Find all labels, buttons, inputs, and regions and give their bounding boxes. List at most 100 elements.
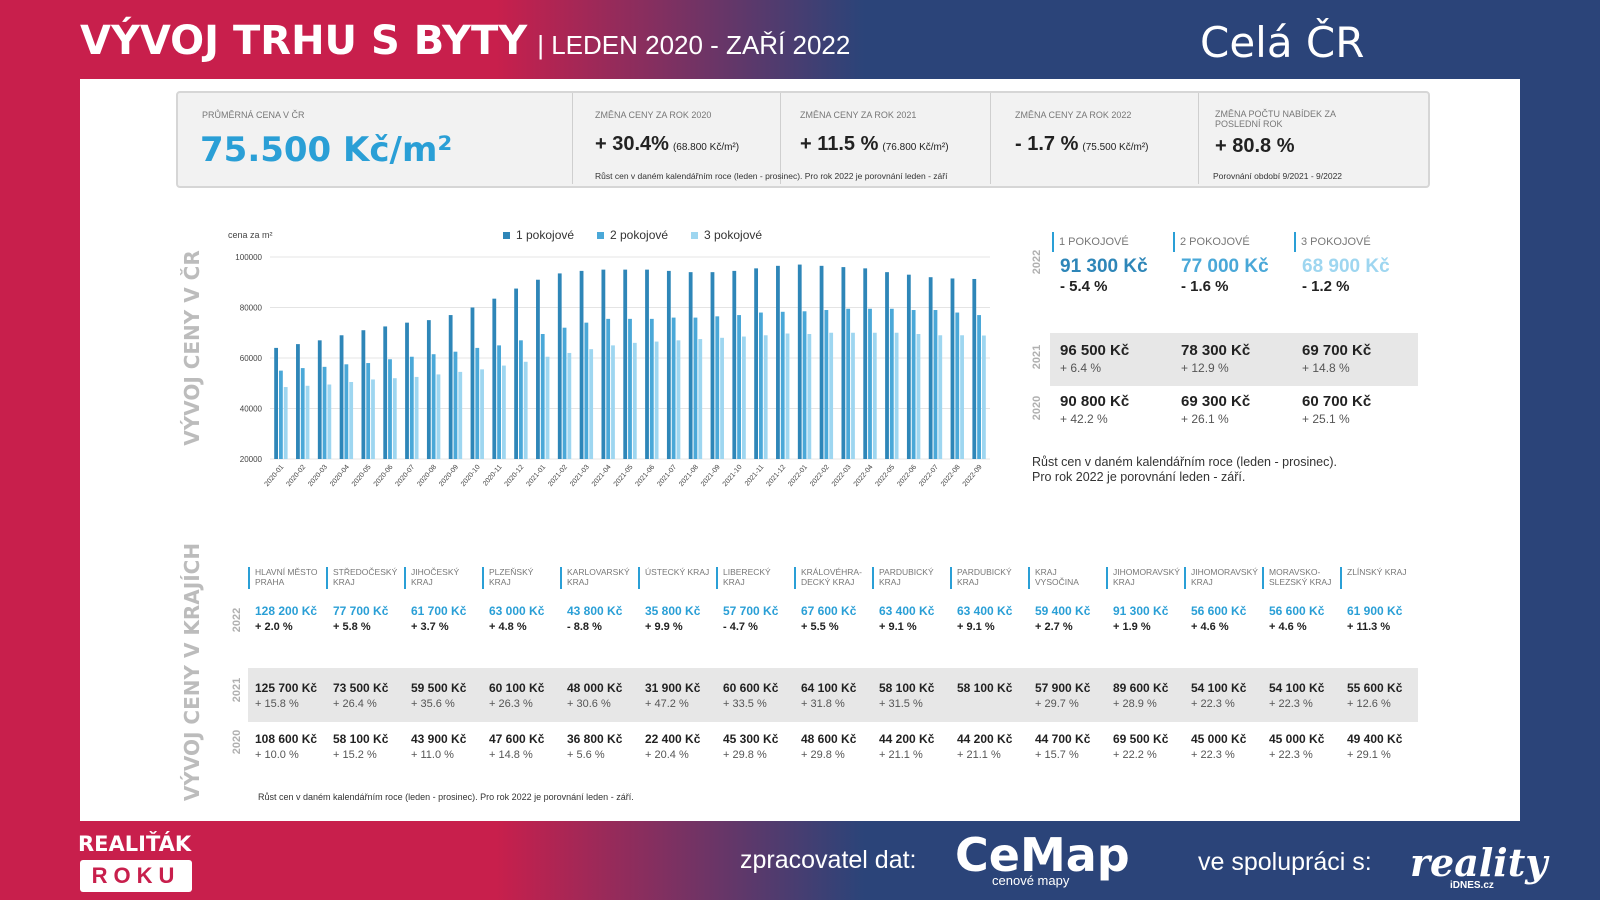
bar bbox=[885, 272, 889, 459]
bar bbox=[737, 315, 741, 459]
bar bbox=[780, 311, 785, 459]
price: 45 000 Kč bbox=[1269, 732, 1325, 746]
x-tick-label: 2020-11 bbox=[482, 464, 504, 488]
change: + 11.0 % bbox=[411, 749, 454, 761]
change: + 22.3 % bbox=[1191, 749, 1235, 761]
change: + 15.7 % bbox=[1035, 749, 1079, 761]
change: + 22.3 % bbox=[1191, 698, 1235, 710]
change: + 29.8 % bbox=[723, 749, 767, 761]
bar bbox=[950, 278, 955, 459]
section-label: VÝVOJ CENY V KRAJÍCH bbox=[180, 542, 204, 802]
bar bbox=[645, 269, 649, 459]
average-label: PRŮMĚRNÁ CENA V ČR bbox=[202, 110, 305, 120]
x-tick-label: 2020-06 bbox=[373, 464, 395, 488]
price: 69 300 Kč bbox=[1181, 393, 1251, 410]
bar bbox=[589, 349, 594, 459]
price: 48 600 Kč bbox=[801, 732, 857, 746]
bar bbox=[361, 330, 366, 459]
change: + 5.8 % bbox=[333, 621, 371, 633]
bar bbox=[274, 347, 279, 459]
x-tick-label: 2022-06 bbox=[896, 464, 918, 488]
x-tick-label: 2022-05 bbox=[874, 464, 896, 488]
chart: cena za m² 20000 40000 60000 80000 100000 1 p… bbox=[228, 228, 990, 488]
change-detail: (76.800 Kč/m²) bbox=[882, 142, 949, 153]
region-header: MORAVSKO-SLEZSKÝ KRAJ bbox=[1262, 567, 1335, 589]
bar bbox=[628, 318, 632, 459]
room-note: Růst cen v daném kalendářním roce (leden… bbox=[1032, 455, 1337, 485]
region-header: PARDUBICKÝ KRAJ bbox=[872, 567, 945, 589]
bar bbox=[405, 322, 409, 459]
region-header: JIHOMORAVSKÝ KRAJ bbox=[1106, 567, 1180, 589]
bar bbox=[906, 274, 911, 459]
bar bbox=[371, 379, 375, 459]
bar bbox=[676, 340, 681, 459]
note-line: Růst cen v daném kalendářním roce (leden… bbox=[1032, 455, 1338, 469]
x-tick-label: 2020-08 bbox=[416, 464, 438, 488]
change: + 26.4 % bbox=[333, 698, 377, 710]
year-label: 2022 bbox=[231, 607, 243, 633]
price: 45 000 Kč bbox=[1191, 732, 1247, 746]
bar bbox=[300, 368, 305, 459]
price: 73 500 Kč bbox=[333, 681, 389, 695]
bar bbox=[501, 365, 506, 459]
bar bbox=[632, 342, 637, 459]
x-tick-label: 2020-02 bbox=[285, 464, 307, 488]
price: 69 700 Kč bbox=[1302, 342, 1372, 359]
x-tick-label: 2022-09 bbox=[962, 464, 984, 488]
bar bbox=[611, 345, 615, 459]
bar bbox=[584, 322, 589, 459]
y-tick-label: 80000 bbox=[240, 304, 263, 313]
change-label: ZMĚNA CENY ZA ROK 2021 bbox=[800, 110, 917, 120]
bar bbox=[671, 317, 676, 459]
bar bbox=[317, 340, 322, 459]
y-tick-label: 40000 bbox=[240, 405, 263, 414]
change: + 30.6 % bbox=[567, 698, 611, 710]
partner-logo: reality bbox=[1410, 840, 1548, 885]
average-value: 75.500 Kč/m² bbox=[200, 130, 453, 170]
badge-top: REALIŤÁK bbox=[78, 832, 192, 856]
change: + 4.6 % bbox=[1191, 621, 1229, 633]
change: + 33.5 % bbox=[723, 698, 767, 710]
bar bbox=[894, 332, 899, 459]
x-tick-label: 2022-07 bbox=[918, 464, 940, 488]
price: 60 100 Kč bbox=[489, 681, 545, 695]
change: + 14.8 % bbox=[1302, 361, 1350, 375]
change: + 35.6 % bbox=[411, 698, 455, 710]
processor-label: zpracovatel dat: bbox=[740, 846, 917, 874]
bar bbox=[960, 335, 964, 459]
bar bbox=[776, 265, 780, 459]
region-header: KRÁLOVÉHRA-DECKÝ KRAJ bbox=[794, 567, 867, 589]
price: 63 400 Kč bbox=[879, 604, 935, 618]
price: 45 300 Kč bbox=[723, 732, 779, 746]
x-tick-label: 2020-07 bbox=[394, 464, 416, 488]
change-value: - 1.7 % (75.500 Kč/m²) bbox=[1015, 133, 1149, 155]
y-tick-label: 60000 bbox=[240, 354, 263, 363]
bar bbox=[698, 339, 703, 459]
x-tick-label: 2022-01 bbox=[787, 464, 809, 488]
region-header: ZLÍNSKÝ KRAJ bbox=[1340, 567, 1413, 589]
bar bbox=[601, 269, 606, 459]
bar bbox=[536, 279, 540, 459]
bar bbox=[649, 318, 654, 459]
price: 54 100 Kč bbox=[1269, 681, 1325, 695]
change: + 11.3 % bbox=[1347, 621, 1391, 633]
y-axis-title: cena za m² bbox=[228, 230, 273, 240]
bar bbox=[523, 361, 528, 459]
change: + 9.9 % bbox=[645, 621, 683, 633]
processor-logo: CeMap bbox=[955, 828, 1130, 882]
price: 91 300 Kč bbox=[1060, 256, 1148, 277]
change: + 2.0 % bbox=[255, 621, 293, 633]
change: + 29.1 % bbox=[1347, 749, 1391, 761]
legend-label: 2 pokojové bbox=[610, 228, 668, 242]
bar bbox=[448, 315, 453, 459]
bar bbox=[305, 385, 310, 459]
price: 22 400 Kč bbox=[645, 732, 701, 746]
year-label: 2021 bbox=[231, 677, 243, 703]
bar bbox=[797, 264, 802, 459]
price: 48 000 Kč bbox=[567, 681, 623, 695]
change: + 12.9 % bbox=[1181, 361, 1229, 375]
price: 63 400 Kč bbox=[957, 604, 1013, 618]
processor-tagline: cenové mapy bbox=[992, 873, 1070, 888]
bar bbox=[545, 356, 550, 459]
price: 58 100 Kč bbox=[333, 732, 389, 746]
